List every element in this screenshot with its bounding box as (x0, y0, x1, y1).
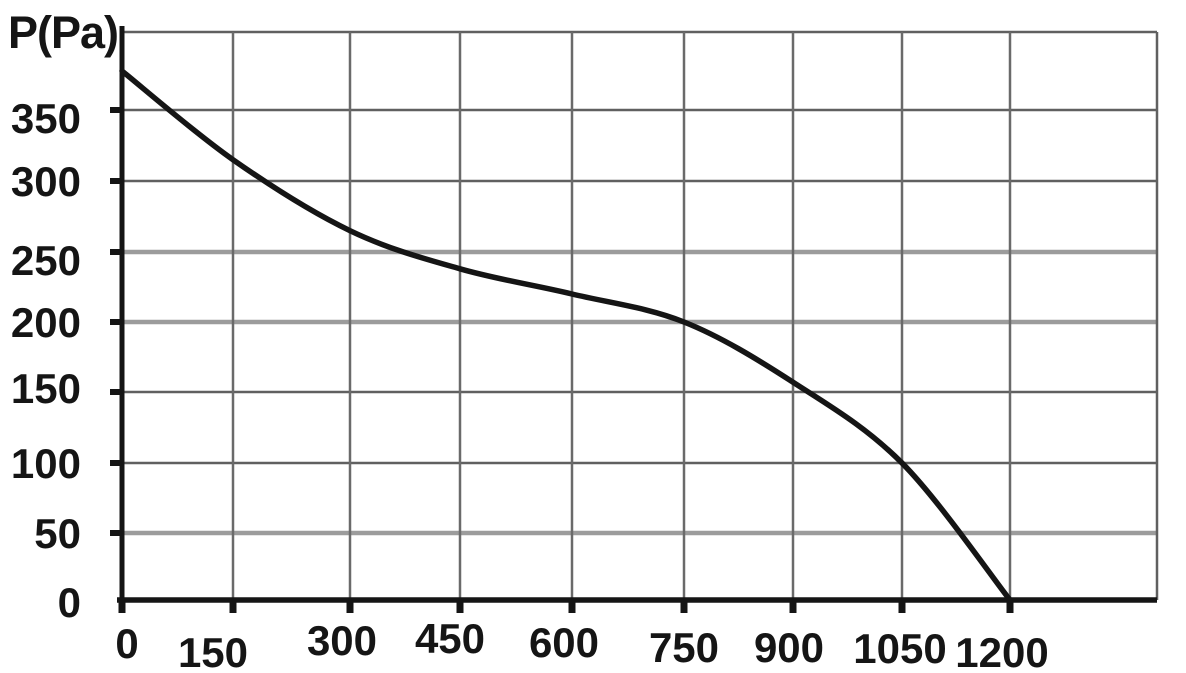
y-tick-label: 150 (11, 365, 81, 412)
x-tick-label: 1200 (955, 629, 1048, 673)
y-tick-label: 0 (58, 579, 81, 626)
y-tick-label: 300 (11, 158, 81, 205)
x-tick-label: 900 (754, 624, 824, 671)
y-tick-label: 200 (11, 299, 81, 346)
x-tick-label: 600 (529, 619, 599, 666)
x-tick-label: 1050 (853, 625, 946, 672)
y-tick-label: 50 (34, 510, 81, 557)
y-tick-label: 250 (11, 237, 81, 284)
x-tick-label: 300 (307, 617, 377, 664)
chart-layers: 0 50 100 150 200 250 300 350 0 150 300 450 600 750 900… (11, 26, 1159, 673)
x-tick-label: 750 (649, 624, 719, 671)
x-tick-label: 150 (178, 629, 248, 673)
pressure-flow-curve (119, 68, 1013, 603)
y-axis-title: P(Pa) (8, 7, 118, 58)
y-tick-label: 350 (11, 95, 81, 142)
x-tick-label: 0 (115, 620, 138, 667)
x-tick-label: 450 (415, 615, 485, 662)
y-tick-label: 100 (11, 440, 81, 487)
